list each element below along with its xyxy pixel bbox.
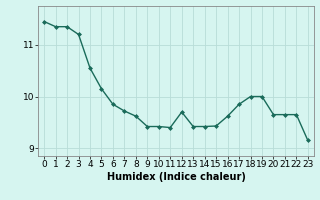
X-axis label: Humidex (Indice chaleur): Humidex (Indice chaleur) [107,172,245,182]
